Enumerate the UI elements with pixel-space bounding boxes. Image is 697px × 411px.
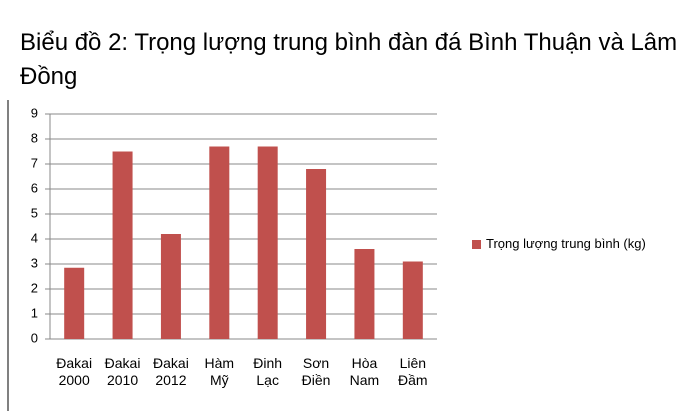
y-tick-label: 5 [31, 205, 38, 220]
bar [209, 146, 230, 339]
legend-swatch [472, 240, 481, 249]
x-tick-label: Đakai 2000 [56, 355, 93, 388]
y-tick-label: 0 [31, 330, 38, 345]
x-tick-label: Hàm Mỹ [204, 355, 235, 388]
x-tick-label: Đakai 2010 [104, 355, 141, 388]
x-tick-label: Đakai 2012 [153, 355, 189, 388]
bar [402, 261, 423, 339]
bar [112, 151, 133, 339]
x-tick-label: Hòa Nam [349, 355, 380, 388]
y-tick-label: 3 [31, 255, 38, 270]
legend-label: Trọng lượng trung bình (kg) [486, 236, 646, 251]
x-tick-label: Liên Đầm [398, 355, 428, 388]
bar [354, 249, 375, 339]
y-tick-label: 2 [31, 280, 38, 295]
bar [257, 146, 278, 339]
y-tick-label: 4 [31, 230, 38, 245]
x-tick-label: Sơn Điền [301, 355, 331, 388]
bar [306, 169, 327, 339]
x-tick-label: Đinh Lạc [253, 355, 283, 388]
y-tick-label: 7 [31, 155, 38, 170]
bar [160, 234, 181, 339]
bar [64, 267, 85, 339]
y-tick-label: 8 [31, 130, 38, 145]
chart-title: Biểu đồ 2: Trọng lượng trung bình đàn đá… [20, 29, 678, 90]
y-tick-label: 9 [31, 105, 38, 120]
y-tick-label: 6 [31, 180, 38, 195]
y-tick-label: 1 [31, 305, 38, 320]
